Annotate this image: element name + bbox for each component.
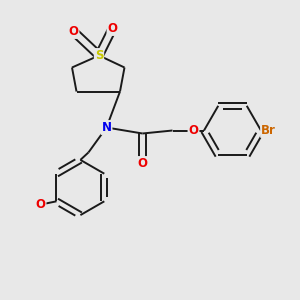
Text: N: N — [101, 121, 112, 134]
Text: O: O — [188, 124, 199, 137]
Text: O: O — [137, 157, 148, 170]
Text: S: S — [95, 49, 103, 62]
Text: O: O — [68, 25, 79, 38]
Text: O: O — [107, 22, 118, 35]
Text: Br: Br — [261, 124, 276, 137]
Text: O: O — [35, 198, 46, 211]
